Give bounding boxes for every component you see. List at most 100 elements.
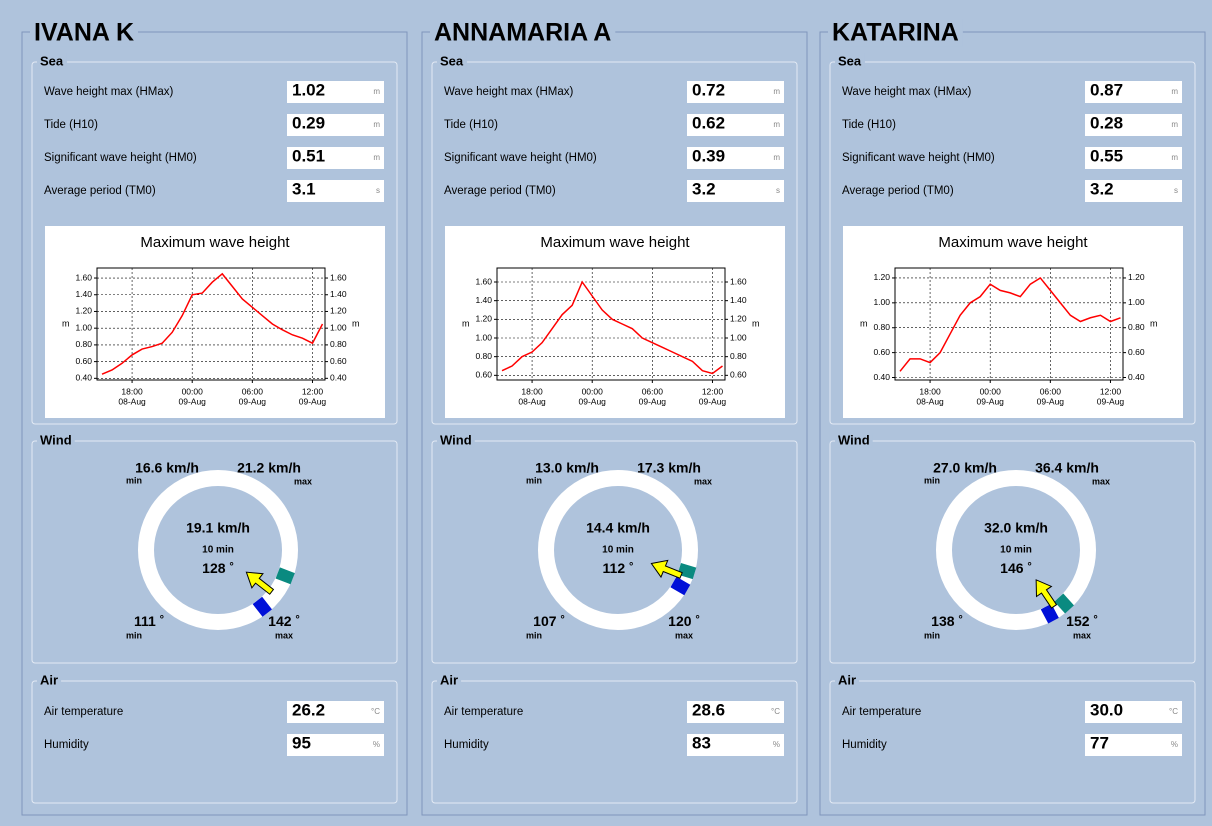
wind-dir-min-label: min bbox=[924, 630, 940, 640]
y2-tick-label: 0.60 bbox=[330, 356, 347, 366]
wind-direction: 146 ° bbox=[1000, 560, 1032, 576]
field-unit: m bbox=[373, 87, 380, 96]
field-label: Tide (H10) bbox=[444, 119, 498, 131]
title-bg bbox=[828, 18, 963, 47]
wave-line bbox=[899, 276, 1121, 372]
air-box bbox=[431, 680, 798, 804]
station-name: IVANA K bbox=[34, 19, 134, 47]
air-box bbox=[31, 680, 398, 804]
y2-tick-label: 1.00 bbox=[730, 332, 747, 342]
value-box bbox=[687, 81, 784, 103]
y-axis-label: m bbox=[462, 318, 470, 328]
air-title: Air bbox=[40, 672, 58, 687]
wind-box bbox=[829, 440, 1196, 664]
plot-frame bbox=[96, 267, 326, 381]
wind-max-label: max bbox=[294, 476, 312, 486]
x-tick-label: 06:00 bbox=[242, 386, 264, 396]
field-label: Humidity bbox=[444, 739, 489, 751]
y2-tick-label: 0.60 bbox=[1128, 347, 1145, 357]
field-value: 3.2 bbox=[1090, 179, 1114, 198]
field-value: 0.39 bbox=[692, 146, 725, 165]
wind-direction: 128 ° bbox=[202, 560, 234, 576]
field-unit: °C bbox=[1169, 707, 1178, 716]
x-tick-label: 18:00 bbox=[521, 386, 543, 396]
station-name: KATARINA bbox=[832, 19, 959, 47]
chart-bg bbox=[45, 226, 385, 418]
field-label: Wave height max (HMax) bbox=[44, 86, 173, 98]
title-bg bbox=[835, 53, 865, 69]
y2-tick-label: 0.40 bbox=[330, 373, 347, 383]
field-unit: m bbox=[1171, 153, 1178, 162]
wind-dir-min: 107 ° bbox=[533, 613, 565, 629]
dir-min-sector bbox=[1054, 593, 1074, 614]
wind-box bbox=[431, 440, 798, 664]
wave-line bbox=[501, 280, 723, 375]
x-tick-label: 18:00 bbox=[919, 386, 941, 396]
wind-max-label: max bbox=[694, 476, 712, 486]
field-label: Significant wave height (HM0) bbox=[444, 152, 597, 164]
y2-tick-label: 1.60 bbox=[730, 276, 747, 286]
wind-direction-value: 112 bbox=[603, 560, 626, 576]
field-label: Air temperature bbox=[842, 706, 921, 718]
field-unit: m bbox=[1171, 87, 1178, 96]
wind-avg-period: 10 min bbox=[602, 545, 634, 556]
wind-dir-max-label: max bbox=[275, 630, 293, 640]
wind-ring bbox=[538, 470, 698, 630]
y-tick-label: 0.80 bbox=[873, 322, 890, 332]
y2-tick-label: 1.20 bbox=[730, 314, 747, 324]
field-value: 0.29 bbox=[292, 113, 325, 132]
value-box bbox=[287, 81, 384, 103]
field-label: Air temperature bbox=[444, 706, 523, 718]
sea-box bbox=[431, 61, 798, 425]
value-box bbox=[687, 701, 784, 723]
wind-title: Wind bbox=[838, 432, 870, 447]
y2-tick-label: 0.80 bbox=[1128, 322, 1145, 332]
field-value: 3.2 bbox=[692, 179, 716, 198]
y2-axis-label: m bbox=[352, 318, 360, 328]
y-tick-label: 0.60 bbox=[75, 356, 92, 366]
wind-min-speed: 16.6 km/h bbox=[135, 460, 199, 476]
wind-max-speed: 21.2 km/h bbox=[237, 460, 301, 476]
field-value: 0.51 bbox=[292, 146, 325, 165]
wind-dir-max-unit: ° bbox=[1093, 614, 1097, 626]
wind-dir-max-label: max bbox=[1073, 630, 1091, 640]
value-box bbox=[1085, 114, 1182, 136]
x-tick-label: 18:00 bbox=[121, 386, 143, 396]
x-tick-label: 00:00 bbox=[980, 386, 1002, 396]
wind-min-speed: 13.0 km/h bbox=[535, 460, 599, 476]
x-tick-label: 00:00 bbox=[182, 386, 204, 396]
y2-axis-label: m bbox=[1150, 318, 1158, 328]
field-unit: °C bbox=[371, 707, 380, 716]
value-box bbox=[287, 734, 384, 756]
y-tick-label: 0.40 bbox=[75, 373, 92, 383]
wind-arrow bbox=[245, 571, 275, 595]
field-value: 0.28 bbox=[1090, 113, 1123, 132]
x-tick-date: 09-Aug bbox=[578, 396, 606, 406]
y-tick-label: 1.00 bbox=[75, 322, 92, 332]
value-box bbox=[687, 180, 784, 202]
wind-direction: 112 ° bbox=[603, 560, 634, 576]
x-tick-label: 12:00 bbox=[702, 386, 724, 396]
wind-direction-value: 146 bbox=[1000, 560, 1024, 576]
field-unit: m bbox=[373, 153, 380, 162]
field-unit: °C bbox=[771, 707, 780, 716]
y2-tick-label: 1.20 bbox=[330, 306, 347, 316]
wave-line bbox=[101, 272, 324, 375]
wind-dir-min-unit: ° bbox=[560, 614, 564, 626]
dir-max-sector bbox=[1040, 603, 1059, 624]
y-tick-label: 1.00 bbox=[873, 297, 890, 307]
station-name: ANNAMARIA A bbox=[434, 19, 611, 47]
wind-direction-unit: ° bbox=[629, 561, 633, 573]
value-box bbox=[287, 180, 384, 202]
y-axis-label: m bbox=[860, 318, 868, 328]
wind-title: Wind bbox=[440, 432, 472, 447]
field-value: 28.6 bbox=[692, 700, 725, 719]
title-bg bbox=[835, 672, 860, 688]
title-bg bbox=[30, 18, 138, 47]
x-tick-date: 09-Aug bbox=[178, 396, 206, 406]
wind-dir-max-value: 142 bbox=[268, 613, 292, 629]
field-value: 26.2 bbox=[292, 700, 325, 719]
title-bg bbox=[37, 53, 67, 69]
x-tick-date: 09-Aug bbox=[699, 396, 727, 406]
y-tick-label: 0.80 bbox=[475, 351, 492, 361]
